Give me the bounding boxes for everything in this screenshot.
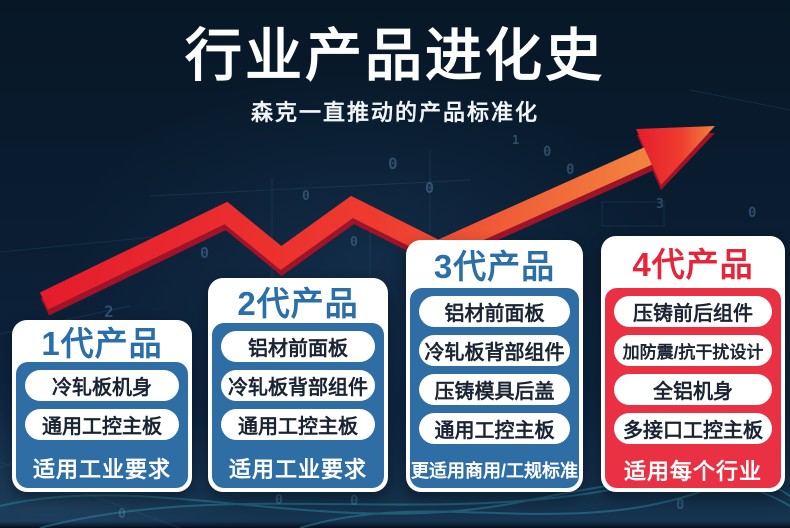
background-digit: 0 bbox=[350, 235, 358, 250]
generation-2-panel: 铝材前面板 冷轧板背部组件 通用工控主板 适用工业要求 bbox=[212, 323, 384, 488]
generation-3-footer: 更适用商用/工规标准 bbox=[410, 461, 578, 481]
feature-pill: 铝材前面板 bbox=[419, 296, 570, 327]
feature-pill: 加防震/抗干扰设计 bbox=[614, 335, 772, 366]
background-digit: 0 bbox=[425, 179, 435, 197]
generation-1-title: 1代产品 bbox=[41, 325, 163, 362]
generation-3-title: 3代产品 bbox=[433, 248, 556, 285]
background-digit: 0 bbox=[200, 244, 210, 262]
background-digit: 0 bbox=[566, 162, 575, 178]
page-subtitle: 森克一直推动的产品标准化 bbox=[250, 99, 539, 125]
feature-pill: 全铝机身 bbox=[614, 374, 772, 405]
background-digit: 0 bbox=[275, 493, 283, 508]
page-title: 行业产品进化史 bbox=[185, 24, 605, 88]
background-digit: 0 bbox=[748, 205, 757, 221]
generation-card-2: 2代产品 铝材前面板 冷轧板背部组件 通用工控主板 适用工业要求 bbox=[208, 278, 388, 492]
generation-1-panel: 冷轧板机身 通用工控主板 适用工业要求 bbox=[16, 362, 188, 488]
background-digit: 1 bbox=[512, 133, 520, 147]
generation-4-panel: 压铸前后组件 加防震/抗干扰设计 全铝机身 多接口工控主板 适用每个行业 bbox=[605, 288, 781, 488]
feature-pill: 冷轧板机身 bbox=[25, 370, 179, 401]
background-digit: 2 bbox=[104, 302, 114, 321]
generation-card-4: 4代产品 压铸前后组件 加防震/抗干扰设计 全铝机身 多接口工控主板 适用每个行… bbox=[601, 236, 785, 492]
background-digit: 0 bbox=[350, 493, 359, 509]
generation-4-title: 4代产品 bbox=[632, 246, 754, 283]
generation-card-3: 3代产品 铝材前面板 冷轧板背部组件 压铸模具后盖 通用工控主板 更适用商用/工… bbox=[406, 240, 583, 492]
feature-pill: 压铸模具后盖 bbox=[419, 374, 570, 405]
generation-1-footer: 适用工业要求 bbox=[32, 457, 171, 482]
feature-pill: 通用工控主板 bbox=[221, 409, 375, 440]
background-digit: 0 bbox=[543, 144, 552, 160]
generation-4-footer: 适用每个行业 bbox=[623, 459, 762, 484]
background-digit: 0 bbox=[388, 154, 398, 173]
header: 行业产品进化史 森克一直推动的产品标准化 bbox=[0, 24, 790, 127]
feature-pill: 冷轧板背部组件 bbox=[221, 370, 375, 401]
background-digit: 0 bbox=[676, 497, 685, 513]
background-digit: 0 bbox=[118, 507, 126, 522]
feature-pill: 冷轧板背部组件 bbox=[419, 335, 570, 366]
feature-pill: 多接口工控主板 bbox=[614, 413, 772, 444]
generation-3-panel: 铝材前面板 冷轧板背部组件 压铸模具后盖 通用工控主板 更适用商用/工规标准 bbox=[410, 288, 579, 488]
feature-pill: 铝材前面板 bbox=[221, 331, 375, 362]
generation-card-1: 1代产品 冷轧板机身 通用工控主板 适用工业要求 bbox=[12, 320, 192, 492]
background-digit: 3 bbox=[656, 197, 664, 212]
feature-pill: 压铸前后组件 bbox=[614, 296, 772, 327]
feature-pill: 通用工控主板 bbox=[25, 409, 179, 440]
background-digit: 0 bbox=[302, 189, 310, 204]
feature-pill: 通用工控主板 bbox=[419, 413, 570, 444]
generation-2-title: 2代产品 bbox=[237, 284, 359, 322]
generation-2-footer: 适用工业要求 bbox=[228, 457, 367, 482]
